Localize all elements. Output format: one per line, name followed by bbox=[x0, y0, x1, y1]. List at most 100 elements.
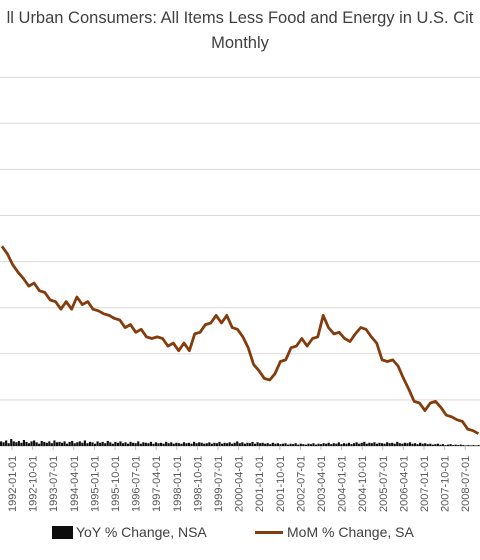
yoy-bar bbox=[243, 443, 246, 446]
yoy-bar bbox=[266, 443, 269, 446]
x-tick-label: 2004-10-01 bbox=[357, 456, 369, 512]
yoy-bar bbox=[203, 443, 206, 446]
yoy-bar bbox=[330, 444, 333, 446]
yoy-bar bbox=[208, 442, 211, 446]
yoy-bar bbox=[30, 441, 33, 446]
yoy-bar bbox=[248, 443, 252, 446]
yoy-bar bbox=[253, 443, 257, 446]
yoy-bar bbox=[403, 442, 406, 446]
yoy-bar bbox=[86, 443, 89, 446]
yoy-bar bbox=[236, 441, 239, 446]
x-tick-label: 1994-04-01 bbox=[69, 456, 81, 512]
yoy-bar bbox=[322, 443, 325, 446]
yoy-bar bbox=[66, 443, 69, 446]
x-tick-label: 1996-07-01 bbox=[131, 456, 143, 512]
yoy-bar bbox=[477, 445, 480, 446]
yoy-bar bbox=[193, 441, 196, 446]
yoy-bar bbox=[464, 445, 467, 446]
yoy-bar bbox=[71, 440, 74, 446]
yoy-bar bbox=[10, 439, 13, 446]
yoy-bar bbox=[38, 443, 41, 446]
yoy-bar bbox=[297, 444, 300, 446]
legend-label-yoy: YoY % Change, NSA bbox=[76, 524, 207, 540]
yoy-bar bbox=[20, 442, 23, 446]
yoy-bar bbox=[345, 443, 348, 446]
yoy-bar bbox=[457, 445, 460, 446]
yoy-bar bbox=[182, 442, 186, 446]
yoy-bar bbox=[294, 443, 297, 446]
yoy-bar bbox=[436, 443, 439, 446]
yoy-bar bbox=[251, 441, 254, 446]
yoy-bars bbox=[0, 439, 480, 446]
x-tick-label: 2001-01-01 bbox=[254, 456, 266, 512]
yoy-bar bbox=[332, 443, 335, 446]
yoy-bar bbox=[459, 444, 462, 446]
x-tick-label: 2007-01-01 bbox=[419, 456, 431, 512]
legend-item-mom: MoM % Change, SA bbox=[255, 524, 414, 540]
yoy-bar bbox=[27, 443, 31, 446]
yoy-bar bbox=[378, 442, 381, 446]
yoy-bar bbox=[200, 442, 203, 446]
legend-swatch-mom bbox=[255, 530, 283, 534]
yoy-bar bbox=[406, 443, 409, 446]
yoy-bar bbox=[76, 442, 79, 446]
yoy-bar bbox=[25, 441, 28, 446]
yoy-bar bbox=[401, 443, 404, 446]
yoy-bar bbox=[81, 442, 84, 446]
yoy-bar bbox=[380, 443, 384, 446]
yoy-bar bbox=[261, 442, 264, 446]
legend-label-mom: MoM % Change, SA bbox=[287, 524, 414, 540]
yoy-bar bbox=[162, 443, 165, 446]
yoy-bar bbox=[325, 443, 328, 446]
x-tick-label: 1995-01-01 bbox=[89, 456, 101, 512]
yoy-bar bbox=[365, 443, 368, 446]
yoy-bar bbox=[281, 443, 285, 446]
yoy-bar bbox=[375, 443, 379, 446]
yoy-bar bbox=[226, 443, 229, 446]
yoy-bar bbox=[233, 442, 236, 446]
yoy-bar bbox=[45, 442, 48, 446]
yoy-bar bbox=[302, 444, 305, 446]
yoy-bar bbox=[50, 443, 53, 446]
yoy-bar bbox=[119, 441, 122, 446]
yoy-bar bbox=[363, 441, 366, 446]
chart-title-line-1: ll Urban Consumers: All Items Less Food … bbox=[6, 9, 474, 27]
yoy-bar bbox=[22, 440, 26, 446]
x-tick-label: 1999-07-01 bbox=[213, 456, 225, 512]
yoy-bar bbox=[139, 443, 142, 446]
yoy-bar bbox=[241, 442, 244, 446]
yoy-bar bbox=[370, 443, 373, 446]
x-tick-label: 1992-10-01 bbox=[28, 456, 40, 512]
yoy-bar bbox=[449, 444, 452, 446]
yoy-bar bbox=[238, 443, 241, 446]
yoy-bar bbox=[198, 442, 201, 446]
yoy-bar bbox=[101, 441, 104, 446]
yoy-bar bbox=[190, 443, 193, 446]
x-tick-label: 2004-01-01 bbox=[337, 456, 349, 512]
yoy-bar bbox=[111, 443, 114, 446]
x-tick-label: 1997-04-01 bbox=[151, 456, 163, 512]
yoy-bar bbox=[223, 442, 226, 446]
yoy-bar bbox=[165, 441, 168, 446]
yoy-bar bbox=[0, 441, 3, 446]
yoy-bar bbox=[286, 444, 290, 446]
yoy-bar bbox=[157, 443, 160, 446]
yoy-bar bbox=[309, 444, 312, 446]
yoy-bar bbox=[12, 441, 15, 446]
yoy-bar bbox=[289, 443, 292, 446]
legend-swatch-yoy bbox=[52, 525, 73, 539]
x-tick-label: 2002-07-01 bbox=[295, 456, 307, 512]
yoy-bar bbox=[413, 443, 417, 446]
yoy-bar bbox=[132, 442, 135, 446]
yoy-bar bbox=[2, 442, 5, 446]
yoy-bar bbox=[96, 441, 99, 446]
yoy-bar bbox=[279, 444, 282, 446]
yoy-bar bbox=[391, 442, 394, 446]
yoy-bar bbox=[93, 443, 97, 446]
yoy-bar bbox=[160, 442, 163, 446]
yoy-bar bbox=[419, 442, 422, 446]
yoy-bar bbox=[195, 443, 198, 446]
yoy-bar bbox=[78, 441, 81, 446]
yoy-bar bbox=[180, 443, 183, 446]
